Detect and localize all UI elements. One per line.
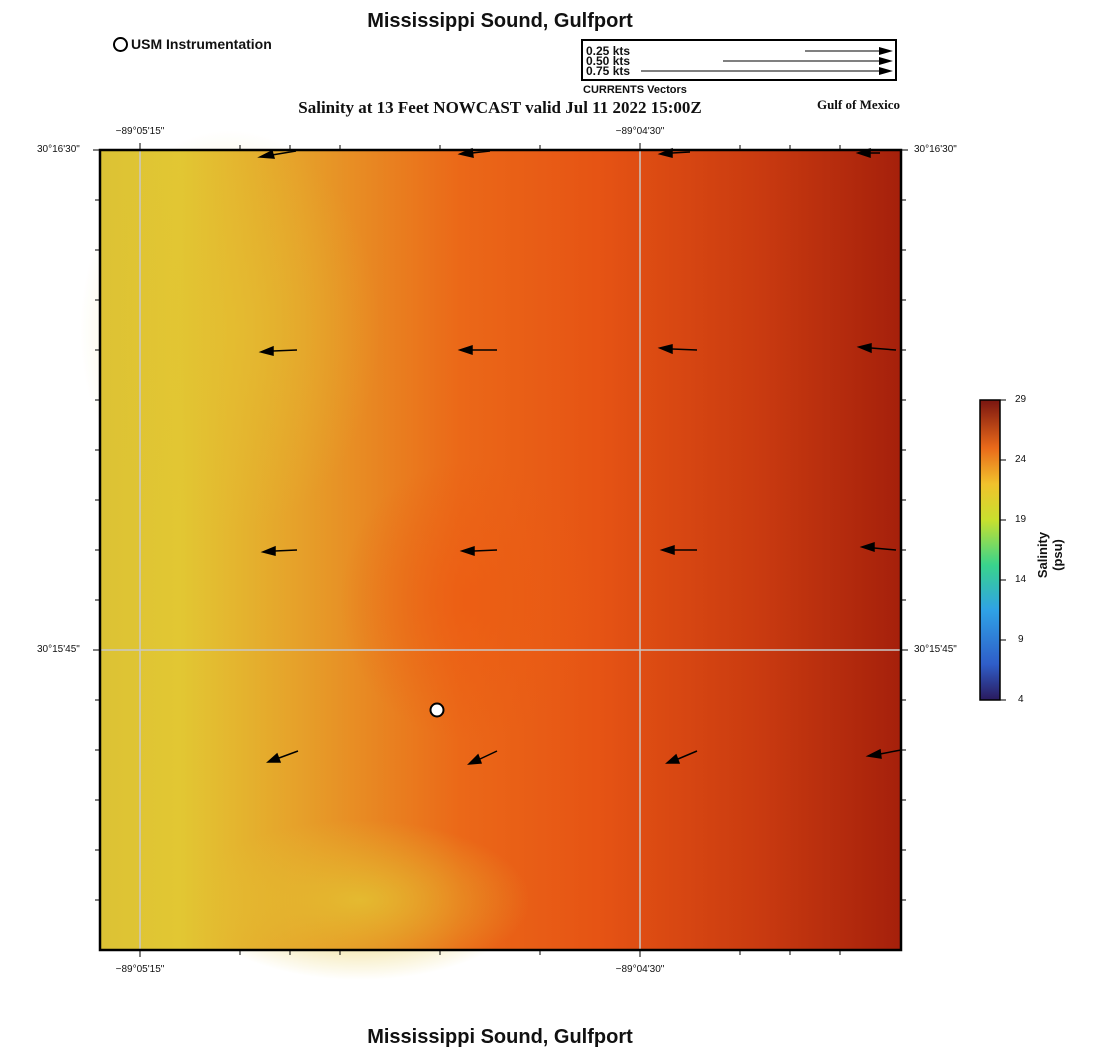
graticule [100, 150, 901, 950]
current-vectors [257, 147, 902, 765]
vector-legend-caption: CURRENTS Vectors [583, 84, 687, 96]
current-vector [865, 748, 902, 759]
map-title: Mississippi Sound, Gulfport [367, 10, 633, 32]
map-subtitle: Salinity at 13 Feet NOWCAST valid Jul 11… [298, 98, 702, 117]
legend-arrowhead-icon [879, 57, 893, 65]
lat-tick-right-1: 30°16'30" [914, 144, 957, 155]
current-vector [257, 149, 297, 159]
vector-legend-arrows [641, 47, 893, 75]
map-field [80, 130, 901, 980]
usm-station-marker [429, 702, 445, 718]
legend-arrowhead-icon [879, 47, 893, 55]
current-vector [258, 345, 298, 356]
station-marker-icon [113, 36, 128, 52]
current-vector [459, 545, 498, 557]
legend-arrowhead-icon [879, 67, 893, 75]
lat-tick-left-2: 30°15'45" [37, 644, 80, 655]
lon-tick-bottom-2: −89°04'30" [615, 964, 665, 975]
colorbar-label-24: 24 [1015, 454, 1027, 465]
current-vector [659, 544, 697, 556]
lat-tick-right-2: 30°15'45" [914, 644, 957, 655]
colorbar-frame [979, 399, 1001, 701]
current-vector [467, 750, 498, 765]
vector-legend-speed-1: 0.25 kts [586, 44, 631, 58]
lat-tick-left-1: 30°16'30" [37, 144, 80, 155]
lon-tick-top-2: −89°04'30" [615, 126, 665, 137]
colorbar-title: Salinity (psu) [1035, 531, 1065, 579]
colorbar-label-14: 14 [1015, 574, 1027, 585]
station-legend-label: USM Instrumentation [131, 36, 272, 52]
colorbar-label-19: 19 [1015, 514, 1027, 525]
frame-ticks [93, 143, 908, 957]
salinity-low-patch [190, 820, 530, 980]
colorbar-label-9: 9 [1018, 634, 1024, 645]
salinity-mid-patch [340, 460, 600, 740]
current-vector [657, 147, 691, 158]
vector-legend-speed-3: 0.75 kts [586, 64, 631, 78]
salinity-low-patch-north [80, 130, 380, 530]
colorbar-label-4: 4 [1018, 694, 1024, 705]
lon-tick-top-1: −89°05'15" [115, 126, 165, 137]
colorbar-ticks [1000, 399, 1006, 701]
station-legend: USM Instrumentation [113, 36, 272, 52]
vector-legend: 0.25 kts 0.50 kts 0.75 kts [581, 39, 897, 81]
current-vector [657, 344, 698, 355]
current-vector [457, 344, 497, 356]
region-label: Gulf of Mexico [816, 97, 900, 112]
current-vector [855, 147, 880, 159]
lon-tick-bottom-1: −89°05'15" [115, 964, 165, 975]
vector-legend-speed-2: 0.50 kts [586, 54, 631, 68]
colorbar-label-29: 29 [1015, 394, 1027, 405]
current-vector [260, 545, 298, 556]
current-vector [856, 343, 897, 354]
footer-title: Mississippi Sound, Gulfport [367, 1026, 633, 1048]
colorbar-gradient [980, 400, 1000, 700]
current-vector [859, 541, 897, 553]
colorbar [979, 399, 1006, 701]
current-vector [457, 147, 491, 158]
current-vector [266, 750, 299, 763]
current-vector [665, 750, 698, 764]
